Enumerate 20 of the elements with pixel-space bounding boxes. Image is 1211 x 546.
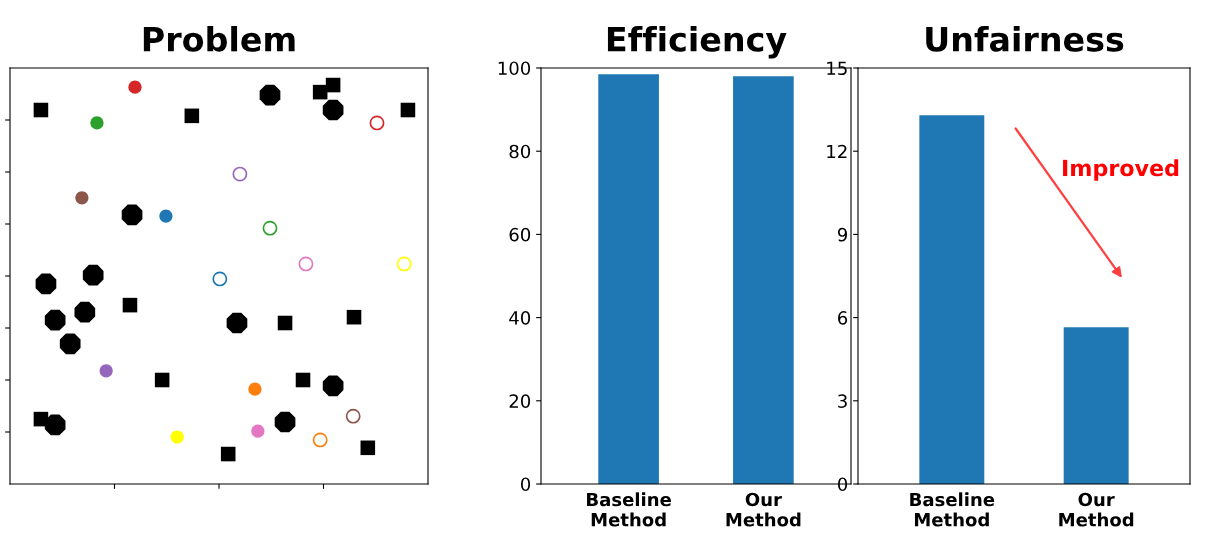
x-tick-label: Baseline Method [910, 492, 995, 527]
chart-title: Unfairness [926, 26, 1124, 52]
y-tick-label: 6 [838, 311, 848, 325]
y-tick-label: 100 [498, 61, 531, 76]
y-tick-label: 60 [509, 227, 531, 242]
x-tick-label: Baseline Method [587, 492, 671, 527]
text: Problem [143, 26, 295, 52]
x-tick-label: Our Method [726, 492, 801, 527]
y-tick-label: 15 [827, 61, 847, 76]
y-tick-label: 40 [509, 311, 531, 325]
y-tick-label: 3 [838, 394, 847, 408]
y-tick-label: 0 [837, 477, 848, 492]
y-tick-label: 0 [520, 477, 531, 492]
annotation: Improved [1063, 159, 1179, 181]
y-tick-label: 9 [837, 227, 848, 242]
y-tick-label: 80 [509, 144, 531, 159]
y-tick-label: 20 [509, 394, 531, 408]
chart-title: Efficiency [607, 26, 787, 59]
x-tick-label: Our Method [1059, 492, 1134, 527]
y-tick-label: 12 [827, 144, 847, 159]
